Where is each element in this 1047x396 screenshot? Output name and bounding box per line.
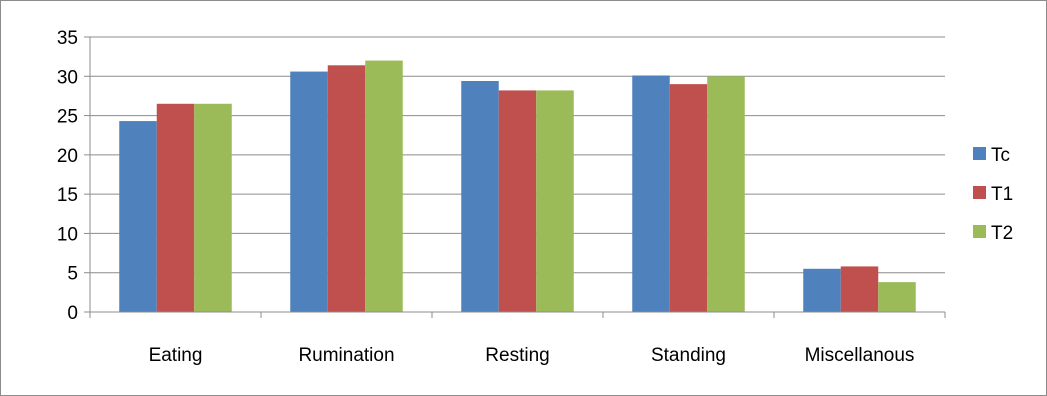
y-tick-label: 20	[57, 146, 78, 167]
bar-tc-standing	[632, 75, 670, 312]
bar-t2-rumination	[365, 60, 403, 313]
x-category-label: Rumination	[298, 345, 394, 366]
bar-tc-eating	[119, 121, 157, 312]
y-tick-label: 15	[57, 185, 78, 206]
bar-t1-standing	[669, 84, 708, 313]
legend-label-tc: Tc	[991, 145, 1010, 166]
bar-t1-eating	[156, 103, 195, 313]
y-tick-label: 5	[67, 264, 78, 285]
legend-swatch-t1	[973, 186, 986, 199]
x-category-label: Standing	[651, 345, 726, 366]
bar-t2-miscellanous	[878, 282, 916, 312]
bar-t1-rumination	[327, 65, 366, 313]
bar-t2-eating	[194, 103, 232, 313]
legend-label-t1: T1	[991, 184, 1013, 205]
y-tick-label: 35	[57, 28, 78, 49]
x-category-label: Eating	[149, 345, 203, 366]
bar-tc-rumination	[290, 71, 328, 312]
legend-swatch-tc	[973, 147, 986, 160]
y-tick-label: 10	[57, 224, 78, 245]
x-category-label: Resting	[485, 345, 549, 366]
bar-tc-resting	[461, 81, 499, 312]
bar-t1-miscellanous	[840, 266, 879, 312]
bar-tc-miscellanous	[803, 268, 841, 312]
bar-t2-standing	[707, 76, 745, 313]
legend-label-t2: T2	[991, 223, 1013, 244]
x-axis-category-labels: Eating Rumination Resting Standing Miscellan…	[149, 345, 915, 366]
legend: Tc T1 T2	[973, 145, 1013, 244]
y-tick-label: 30	[57, 67, 78, 88]
axes	[84, 36, 946, 318]
bars	[119, 60, 916, 313]
legend-swatch-t2	[973, 225, 986, 238]
bar-t1-resting	[498, 90, 537, 312]
bar-t2-resting	[536, 90, 574, 312]
y-tick-label: 0	[67, 303, 78, 324]
y-axis-tick-labels: 0 5 10 15 20 25 30 35	[57, 28, 78, 324]
y-tick-label: 25	[57, 107, 78, 128]
x-category-label: Miscellanous	[805, 345, 915, 366]
